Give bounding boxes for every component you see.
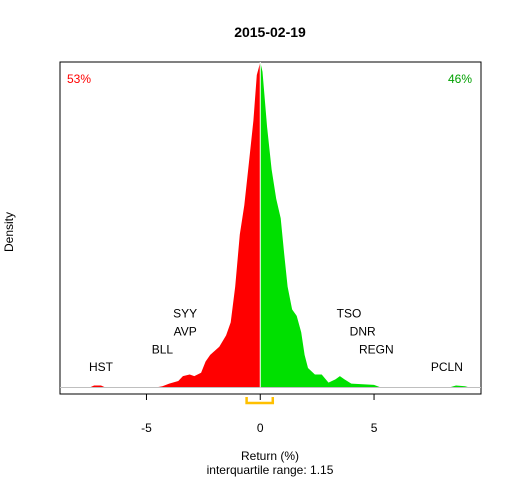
ticker-annotation: TSO: [337, 307, 362, 321]
negative-share: 53%: [67, 72, 91, 86]
ticker-annotation: AVP: [174, 324, 197, 338]
x-tick-label: -5: [141, 421, 152, 435]
y-axis-label: Density: [2, 212, 16, 252]
iqr-bracket: [245, 397, 275, 405]
iqr-label: interquartile range: 1.15: [207, 463, 334, 477]
x-axis-label: Return (%): [241, 449, 299, 463]
plot-frame: [59, 61, 482, 395]
ticker-annotation: PCLN: [431, 360, 463, 374]
negative-density-area: [89, 62, 261, 388]
x-tick-label: 0: [257, 421, 264, 435]
chart-title: 2015-02-19: [234, 24, 306, 40]
ticker-annotation: SYY: [173, 307, 197, 321]
ticker-annotation: DNR: [350, 324, 376, 338]
positive-share: 46%: [448, 72, 472, 86]
ticker-annotation: BLL: [152, 342, 174, 356]
ticker-annotation: HST: [89, 360, 114, 374]
positive-density-area: [260, 62, 470, 388]
ticker-annotation: REGN: [359, 342, 394, 356]
x-tick-label: 5: [371, 421, 378, 435]
